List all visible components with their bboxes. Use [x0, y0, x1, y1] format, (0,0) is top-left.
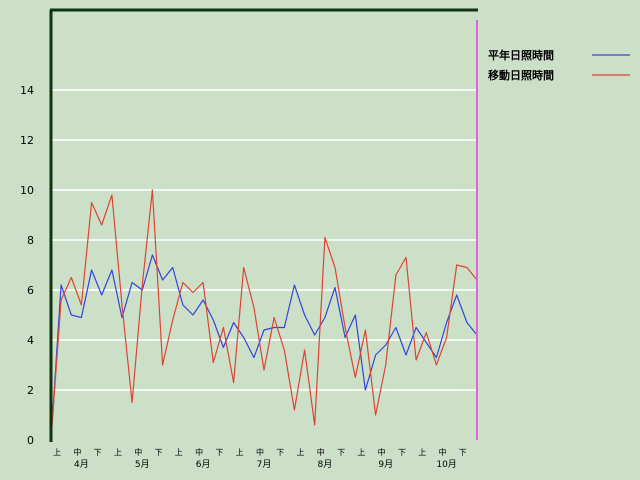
x-decade-label: 下	[276, 448, 284, 457]
x-decade-label: 上	[297, 448, 305, 457]
y-tick-label: 12	[20, 134, 34, 147]
x-month-label: 4月	[74, 459, 89, 470]
y-tick-label: 4	[27, 334, 34, 347]
series-line-0	[50, 254, 478, 441]
x-decade-label: 下	[459, 448, 467, 457]
x-decade-label: 下	[337, 448, 345, 457]
x-month-label: 6月	[196, 459, 211, 470]
series-lines	[50, 189, 478, 441]
x-decade-label: 下	[398, 448, 406, 457]
legend-label-moving: 移動日照時間	[488, 68, 554, 82]
x-decade-label: 上	[175, 448, 183, 457]
y-tick-label: 6	[27, 284, 34, 297]
x-month-label: 5月	[135, 459, 150, 470]
x-decade-label: 中	[378, 447, 386, 457]
x-decade-label: 上	[236, 448, 244, 457]
x-decade-label: 下	[215, 448, 223, 457]
x-decade-label: 中	[195, 447, 203, 457]
gridlines	[51, 89, 477, 391]
x-decade-label: 上	[357, 448, 365, 457]
x-decade-label: 下	[94, 448, 102, 457]
series-line-1	[50, 189, 478, 441]
x-axis-ticks: 上中下4月上中下5月上中下6月上中下7月上中下8月上中下9月上中下10月	[53, 447, 467, 470]
y-tick-label: 2	[27, 384, 34, 397]
y-tick-label: 10	[20, 184, 34, 197]
x-decade-label: 中	[256, 447, 264, 457]
x-decade-label: 上	[418, 448, 426, 457]
x-decade-label: 下	[155, 448, 163, 457]
x-month-label: 10月	[436, 459, 456, 470]
y-axis-ticks: 0 2 4 6 8 10 12 14	[20, 84, 34, 447]
x-month-label: 9月	[378, 459, 393, 470]
x-decade-label: 中	[317, 447, 325, 457]
x-decade-label: 中	[73, 447, 81, 457]
legend: 平年日照時間 移動日照時間	[488, 48, 630, 82]
x-month-label: 8月	[317, 459, 332, 470]
y-tick-label: 14	[20, 84, 34, 97]
y-tick-label: 0	[27, 434, 34, 447]
x-decade-label: 上	[114, 448, 122, 457]
x-decade-label: 中	[134, 447, 142, 457]
y-tick-label: 8	[27, 234, 34, 247]
x-decade-label: 上	[53, 448, 61, 457]
x-decade-label: 中	[439, 447, 447, 457]
x-month-label: 7月	[257, 459, 272, 470]
legend-label-normal: 平年日照時間	[488, 48, 554, 62]
